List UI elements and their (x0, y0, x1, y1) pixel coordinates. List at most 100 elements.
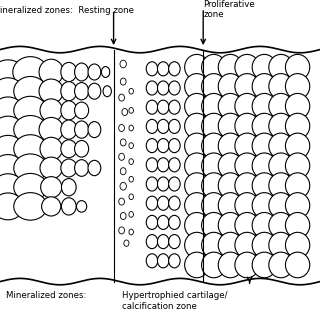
Ellipse shape (252, 232, 276, 258)
Ellipse shape (0, 78, 23, 105)
Ellipse shape (88, 83, 101, 99)
Ellipse shape (169, 254, 180, 268)
Ellipse shape (202, 212, 226, 238)
Ellipse shape (202, 153, 226, 179)
Ellipse shape (252, 93, 276, 119)
Ellipse shape (285, 232, 310, 258)
Ellipse shape (185, 193, 209, 218)
Ellipse shape (39, 117, 63, 142)
Ellipse shape (218, 193, 243, 218)
Ellipse shape (218, 212, 243, 238)
Ellipse shape (285, 113, 310, 139)
Ellipse shape (88, 64, 101, 80)
Ellipse shape (39, 79, 63, 103)
Ellipse shape (269, 193, 293, 218)
Ellipse shape (269, 93, 293, 119)
Ellipse shape (39, 59, 63, 85)
Ellipse shape (218, 74, 243, 99)
Ellipse shape (185, 173, 209, 198)
Ellipse shape (169, 119, 180, 133)
Ellipse shape (157, 119, 169, 133)
Ellipse shape (269, 212, 293, 238)
Ellipse shape (235, 173, 259, 198)
Ellipse shape (252, 212, 276, 238)
Ellipse shape (185, 133, 209, 159)
Ellipse shape (252, 173, 276, 198)
Ellipse shape (120, 212, 126, 220)
Ellipse shape (185, 113, 209, 139)
Ellipse shape (129, 229, 133, 235)
Ellipse shape (185, 212, 209, 238)
Ellipse shape (235, 93, 259, 119)
Ellipse shape (285, 153, 310, 179)
Ellipse shape (157, 100, 169, 114)
Ellipse shape (75, 160, 89, 176)
Ellipse shape (235, 212, 259, 238)
Ellipse shape (285, 133, 310, 159)
Ellipse shape (14, 116, 47, 144)
Ellipse shape (61, 198, 76, 215)
Ellipse shape (129, 159, 133, 164)
Ellipse shape (252, 113, 276, 139)
Text: ineralized zones:  Resting zone: ineralized zones: Resting zone (0, 6, 134, 15)
Ellipse shape (252, 74, 276, 99)
Ellipse shape (235, 113, 259, 139)
Ellipse shape (202, 173, 226, 198)
Ellipse shape (119, 153, 124, 160)
Ellipse shape (235, 133, 259, 159)
Ellipse shape (185, 153, 209, 179)
Ellipse shape (269, 232, 293, 258)
Ellipse shape (146, 235, 158, 249)
Ellipse shape (103, 86, 111, 97)
Ellipse shape (218, 113, 243, 139)
Ellipse shape (169, 100, 180, 114)
Ellipse shape (169, 235, 180, 249)
Ellipse shape (129, 143, 133, 148)
Ellipse shape (119, 94, 124, 101)
Ellipse shape (14, 96, 47, 124)
Ellipse shape (235, 54, 259, 80)
Ellipse shape (61, 62, 77, 82)
Ellipse shape (88, 160, 101, 176)
Ellipse shape (157, 139, 169, 153)
Ellipse shape (285, 54, 310, 80)
Ellipse shape (129, 88, 133, 94)
Ellipse shape (157, 254, 169, 268)
Ellipse shape (0, 155, 23, 181)
Ellipse shape (75, 63, 89, 81)
Ellipse shape (218, 153, 243, 179)
Ellipse shape (157, 235, 169, 249)
Ellipse shape (252, 193, 276, 218)
Ellipse shape (269, 173, 293, 198)
Ellipse shape (252, 133, 276, 159)
Ellipse shape (285, 93, 310, 119)
Text: Mineralized zones:: Mineralized zones: (6, 291, 87, 300)
Ellipse shape (269, 74, 293, 99)
Ellipse shape (120, 139, 126, 146)
Ellipse shape (146, 254, 158, 268)
Ellipse shape (218, 173, 243, 198)
Ellipse shape (252, 153, 276, 179)
Ellipse shape (185, 232, 209, 258)
Ellipse shape (14, 173, 47, 201)
Ellipse shape (146, 158, 158, 172)
Ellipse shape (235, 232, 259, 258)
Ellipse shape (75, 121, 89, 138)
Ellipse shape (235, 252, 259, 278)
Text: Hypertrophied cartilage/
calcification zone: Hypertrophied cartilage/ calcification z… (122, 291, 227, 311)
Ellipse shape (169, 215, 180, 229)
Ellipse shape (75, 102, 89, 119)
Ellipse shape (218, 232, 243, 258)
Ellipse shape (218, 133, 243, 159)
Ellipse shape (169, 139, 180, 153)
Ellipse shape (252, 252, 276, 278)
Ellipse shape (119, 198, 124, 205)
Ellipse shape (157, 158, 169, 172)
Ellipse shape (218, 252, 243, 278)
Ellipse shape (169, 81, 180, 95)
Ellipse shape (285, 212, 310, 238)
Ellipse shape (185, 54, 209, 80)
Ellipse shape (202, 193, 226, 218)
Ellipse shape (202, 74, 226, 99)
Ellipse shape (202, 113, 226, 139)
